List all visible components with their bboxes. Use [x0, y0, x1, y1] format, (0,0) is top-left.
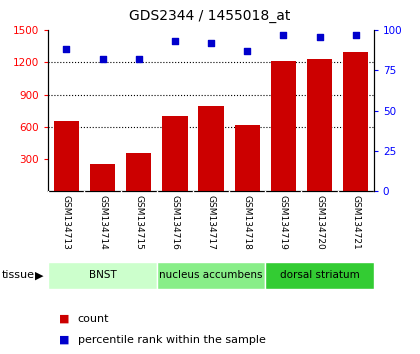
Text: ▶: ▶ [35, 270, 44, 280]
Text: ■: ■ [59, 335, 69, 345]
Text: percentile rank within the sample: percentile rank within the sample [78, 335, 265, 345]
Bar [271, 61, 296, 191]
Point [63, 47, 70, 52]
Bar [48, 262, 157, 289]
Text: dorsal striatum: dorsal striatum [280, 270, 360, 280]
Point [244, 48, 251, 54]
Bar [157, 262, 265, 289]
Text: nucleus accumbens: nucleus accumbens [159, 270, 263, 280]
Text: GSM134714: GSM134714 [98, 195, 107, 249]
Text: GSM134717: GSM134717 [207, 195, 215, 250]
Text: BNST: BNST [89, 270, 116, 280]
Bar [198, 106, 224, 191]
Bar [343, 52, 368, 191]
Text: GSM134713: GSM134713 [62, 195, 71, 250]
Point [171, 39, 178, 44]
Text: GSM134718: GSM134718 [243, 195, 252, 250]
Point [316, 34, 323, 39]
Text: GDS2344 / 1455018_at: GDS2344 / 1455018_at [129, 9, 291, 23]
Text: GSM134719: GSM134719 [279, 195, 288, 250]
Bar [126, 153, 151, 191]
Text: GSM134716: GSM134716 [171, 195, 179, 250]
Text: count: count [78, 314, 109, 324]
Text: GSM134720: GSM134720 [315, 195, 324, 249]
Point [352, 32, 359, 38]
Point [135, 56, 142, 62]
Point [99, 56, 106, 62]
Point [280, 32, 287, 38]
Bar [90, 164, 115, 191]
Text: tissue: tissue [2, 270, 35, 280]
Text: GSM134715: GSM134715 [134, 195, 143, 250]
Bar [307, 59, 332, 191]
Bar [265, 262, 374, 289]
Bar [162, 116, 188, 191]
Bar [54, 121, 79, 191]
Point [208, 40, 215, 46]
Text: ■: ■ [59, 314, 69, 324]
Bar [234, 125, 260, 191]
Text: GSM134721: GSM134721 [351, 195, 360, 249]
